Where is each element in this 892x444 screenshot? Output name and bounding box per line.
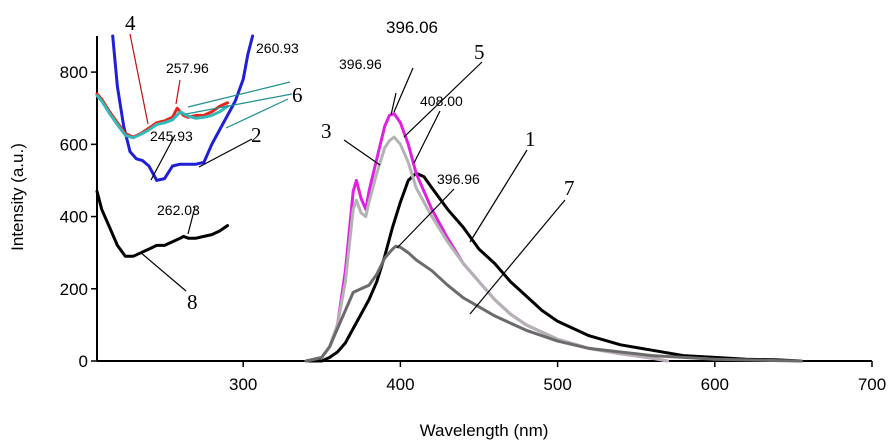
- leader-260-b: [185, 93, 293, 115]
- leader-7: [469, 199, 566, 315]
- y-axis-label: Intensity (a.u.): [8, 143, 27, 251]
- series-line-7: [304, 244, 803, 363]
- x-tick-label: 700: [858, 375, 886, 394]
- peak-label-396-96-top: 396.96: [339, 56, 382, 72]
- series-line-5: [304, 135, 670, 363]
- x-tick-label: 500: [543, 375, 571, 394]
- series-line-1: [304, 171, 803, 363]
- y-ticks: 0 200 400 600 800: [60, 63, 97, 371]
- peak-label-396-96-mid: 396.96: [437, 171, 480, 187]
- leader-396-96-top: [390, 92, 397, 116]
- y-tick-label: 200: [60, 280, 88, 299]
- x-tick-label: 300: [229, 375, 257, 394]
- leader-4: [129, 33, 149, 125]
- curve-label-8: 8: [187, 290, 198, 314]
- leader-396-96-mid: [396, 188, 455, 249]
- leader-262: [187, 206, 196, 235]
- leader-lines: [129, 33, 566, 315]
- leader-8: [139, 251, 187, 292]
- leader-6: [225, 98, 289, 129]
- leader-396-06: [393, 67, 414, 113]
- peak-label-396-06: 396.06: [386, 18, 438, 37]
- y-tick-label: 400: [60, 208, 88, 227]
- leader-2: [198, 138, 253, 168]
- leader-260-a: [187, 81, 291, 108]
- peak-label-408-00: 408.00: [420, 93, 463, 109]
- curve-label-5: 5: [474, 40, 485, 64]
- x-tick-label: 600: [701, 375, 729, 394]
- y-tick-label: 0: [79, 352, 88, 371]
- leader-3: [343, 139, 381, 166]
- series-line-8: [95, 189, 229, 258]
- y-tick-label: 600: [60, 135, 88, 154]
- curve-label-1: 1: [525, 127, 536, 151]
- curve-label-6: 6: [292, 83, 303, 107]
- peak-label-245-93: 245.93: [150, 128, 193, 144]
- curve-label-4: 4: [125, 11, 136, 35]
- leader-245: [150, 134, 176, 181]
- peak-label-262-03: 262.03: [157, 202, 200, 218]
- peak-label-257-96: 257.96: [166, 60, 209, 76]
- curve-label-7: 7: [564, 176, 575, 200]
- series-line-2: [111, 34, 255, 182]
- curves: [95, 34, 803, 363]
- peak-label-260-93: 260.93: [256, 40, 299, 56]
- y-tick-label: 800: [60, 63, 88, 82]
- leader-1: [469, 149, 528, 243]
- leader-peak-257: [175, 79, 181, 105]
- curve-label-2: 2: [251, 123, 262, 147]
- leader-5: [403, 61, 483, 138]
- x-tick-label: 400: [386, 375, 414, 394]
- series-line-6: [95, 94, 229, 140]
- x-axis-label: Wavelength (nm): [420, 421, 549, 440]
- curve-label-3: 3: [321, 119, 332, 143]
- x-ticks: 300 400 500 600 700: [229, 361, 886, 394]
- leader-408: [413, 110, 441, 164]
